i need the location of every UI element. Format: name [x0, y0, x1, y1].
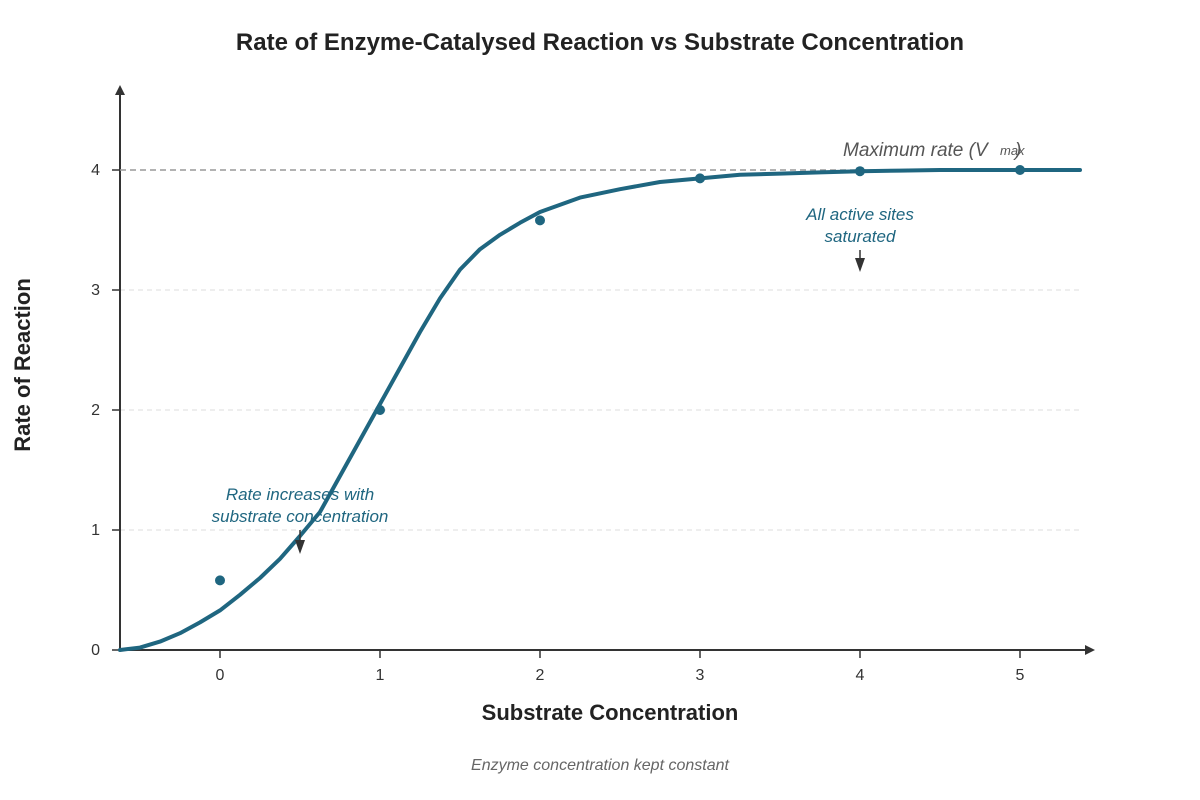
- x-tick-label: 2: [536, 667, 545, 684]
- data-point: [1015, 165, 1025, 175]
- y-tick-label: 4: [91, 162, 100, 179]
- footnote: Enzyme concentration kept constant: [471, 757, 729, 774]
- axes: [115, 85, 1095, 655]
- x-tick-label: 3: [696, 667, 705, 684]
- y-tick-label: 3: [91, 282, 100, 299]
- vmax-reference: Maximum rate (V max): [120, 140, 1080, 171]
- x-tick-label: 0: [216, 667, 225, 684]
- x-tick-label: 5: [1016, 667, 1025, 684]
- x-tick-label: 1: [376, 667, 385, 684]
- annotation-text: saturated: [825, 227, 896, 246]
- annotation-arrowhead-icon: [295, 540, 305, 554]
- vmax-label-subscript: max: [1000, 143, 1025, 158]
- tick-labels: 0 1 2 3 4 5 0 1 2 3 4: [91, 162, 1024, 684]
- series: [118, 168, 1082, 652]
- annotations: Rate increases with substrate concentrati…: [212, 205, 914, 554]
- annotation-text: All active sites: [805, 205, 914, 224]
- data-point: [375, 405, 385, 415]
- grid-lines: [120, 289, 1080, 531]
- annotation-arrowhead-icon: [855, 258, 865, 272]
- vmax-label: Maximum rate (V: [843, 140, 990, 161]
- x-axis-title: Substrate Concentration: [482, 700, 739, 725]
- y-tick-label: 1: [91, 522, 100, 539]
- annotation-text: substrate concentration: [212, 507, 389, 526]
- data-point: [215, 575, 225, 586]
- data-point: [855, 166, 865, 177]
- annotation-text: Rate increases with: [226, 485, 374, 504]
- x-tick-label: 4: [856, 667, 865, 684]
- y-tick-label: 0: [91, 642, 100, 659]
- data-points: [215, 165, 1025, 586]
- vmax-label-close: ): [1013, 140, 1021, 161]
- y-axis-title: Rate of Reaction: [10, 278, 35, 452]
- rate-curve: [118, 168, 1082, 652]
- data-point: [695, 173, 705, 184]
- data-point: [535, 215, 545, 226]
- chart-title: Rate of Enzyme-Catalysed Reaction vs Sub…: [236, 29, 964, 56]
- y-tick-label: 2: [91, 402, 100, 419]
